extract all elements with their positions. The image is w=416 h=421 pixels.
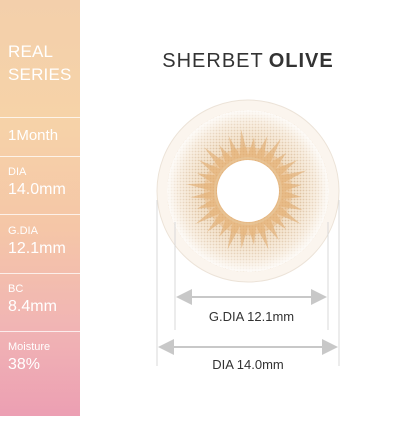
divider (0, 117, 80, 118)
spec-bc-value: 8.4mm (8, 298, 57, 315)
spec-dia: DIA 14.0mm (8, 166, 80, 200)
spec-gdia-label: G.DIA (8, 225, 38, 237)
duration: 1Month (8, 127, 80, 145)
product-title: SHERBET OLIVE (80, 50, 416, 73)
spec-dia-label: DIA (8, 166, 27, 178)
series-line-2: SERIES (8, 65, 72, 84)
spec-sidebar: REAL SERIES 1Month DIA 14.0mm G.DIA 12.1… (0, 0, 80, 416)
spec-bc: BC 8.4mm (8, 283, 80, 317)
lens-diagram: G.DIA 12.1mm DIA 14.0mm (80, 0, 416, 416)
divider (0, 214, 80, 215)
spec-gdia-value: 12.1mm (8, 240, 66, 257)
product-name-part2: OLIVE (268, 50, 334, 72)
spec-moisture-value: 38% (8, 356, 41, 373)
gdia-label: G.DIA 12.1mm (208, 309, 295, 324)
spec-moisture: Moisture 38% (8, 341, 80, 375)
lens-pupil-ring (214, 157, 282, 225)
dia-label: DIA 14.0mm (212, 357, 284, 372)
divider (0, 273, 80, 274)
divider (0, 331, 80, 332)
duration-text: 1Month (8, 127, 59, 144)
spec-dia-value: 14.0mm (8, 181, 66, 198)
product-name-part1: SHERBET (162, 50, 264, 72)
lens-svg (156, 99, 340, 366)
series-name: REAL SERIES (8, 40, 72, 86)
divider (0, 156, 80, 157)
spec-moisture-label: Moisture (8, 341, 51, 353)
spec-bc-label: BC (8, 283, 24, 295)
series-line-1: REAL (8, 42, 54, 61)
spec-gdia: G.DIA 12.1mm (8, 225, 80, 259)
gdia-label-bg (202, 305, 298, 323)
lens-pupil (217, 160, 279, 222)
